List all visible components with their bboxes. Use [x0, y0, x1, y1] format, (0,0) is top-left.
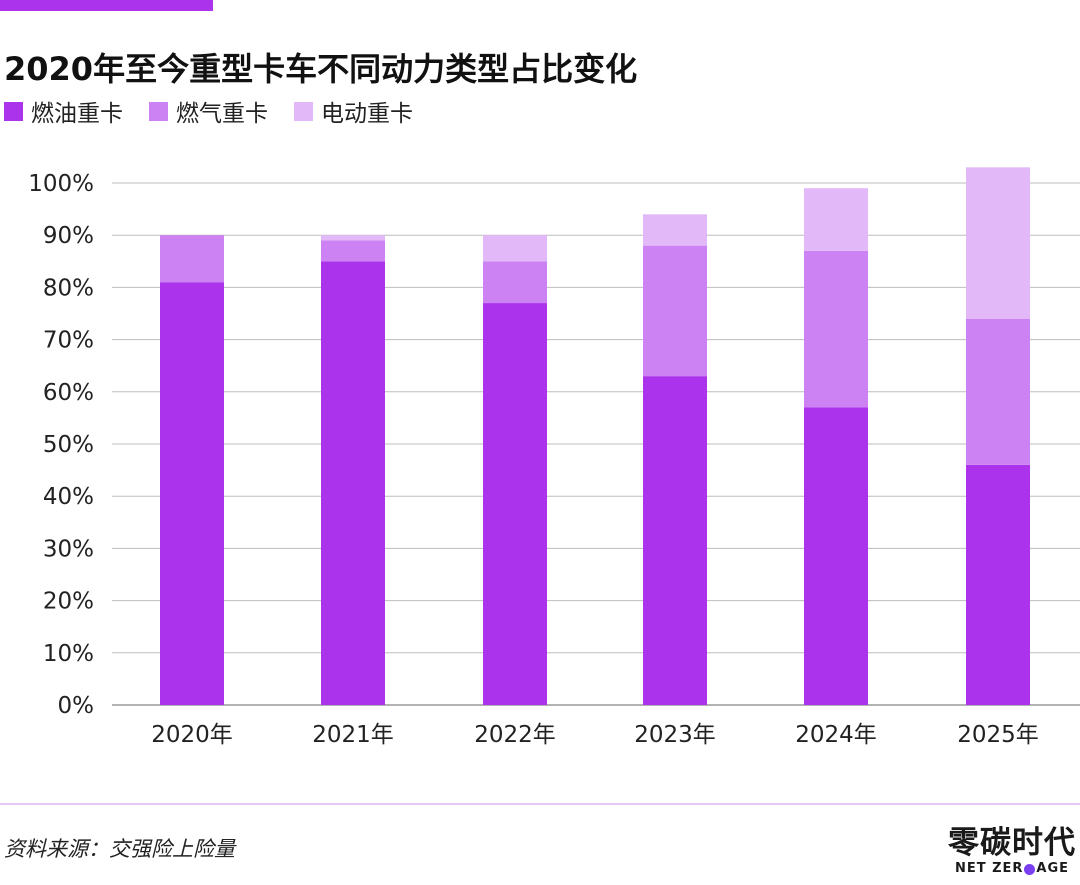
y-tick-label: 60%: [43, 380, 94, 406]
bar-segment-electric: [321, 235, 385, 241]
legend-swatch-gas: [149, 101, 168, 121]
bar-segment-gas: [966, 318, 1030, 465]
x-tick-label: 2024年: [795, 722, 877, 748]
accent-bar: [0, 0, 213, 11]
legend-label-fuel: 燃油重卡: [31, 101, 123, 127]
y-tick-label: 40%: [43, 484, 94, 510]
x-tick-label: 2020年: [151, 722, 233, 748]
y-tick-label: 90%: [43, 223, 94, 249]
source-note: 资料来源：交强险上险量: [4, 837, 235, 861]
legend-swatch-electric: [294, 101, 313, 121]
x-tick-label: 2021年: [312, 722, 394, 748]
chart-title: 2020年至今重型卡车不同动力类型占比变化: [4, 50, 638, 88]
bar-segment-electric: [483, 235, 547, 262]
logo-english-right: AGE: [1036, 861, 1070, 876]
bar-segment-gas: [643, 245, 707, 377]
bar-segment-gas: [160, 235, 224, 283]
bar-segment-fuel: [483, 303, 547, 705]
y-tick-label: 80%: [43, 275, 94, 301]
legend-label-electric: 电动重卡: [321, 101, 413, 127]
bar-segment-fuel: [804, 407, 868, 705]
legend-label-gas: 燃气重卡: [176, 101, 268, 127]
y-tick-label: 0%: [58, 693, 95, 719]
bar-segment-electric: [804, 188, 868, 251]
bar-segment-fuel: [643, 376, 707, 705]
legend-item-fuel: 燃油重卡: [4, 94, 123, 128]
x-tick-label: 2025年: [957, 722, 1039, 748]
legend: 燃油重卡 燃气重卡 电动重卡: [4, 94, 439, 128]
footer-divider: [0, 803, 1080, 805]
y-tick-label: 10%: [43, 641, 94, 667]
bar-segment-electric: [966, 167, 1030, 319]
bar-segment-fuel: [160, 282, 224, 705]
y-tick-label: 100%: [28, 171, 94, 197]
bar-segment-gas: [804, 250, 868, 408]
bar-segment-electric: [643, 214, 707, 246]
logo-english-left: NET ZER: [954, 861, 1024, 876]
logo-dot-icon: [1024, 863, 1036, 875]
y-tick-label: 20%: [43, 589, 94, 615]
stacked-bar-chart: 0% 10% 20% 30% 40% 50% 60% 70% 80% 90% 100% 2020年 20…: [28, 167, 1080, 748]
bar-segment-fuel: [966, 464, 1030, 705]
x-tick-label: 2023年: [634, 722, 716, 748]
bar-segment-gas: [483, 261, 547, 304]
y-tick-label: 30%: [43, 536, 94, 562]
y-tick-label: 70%: [43, 328, 94, 354]
x-tick-label: 2022年: [474, 722, 556, 748]
legend-item-gas: 燃气重卡: [149, 94, 268, 128]
bar-segment-gas: [321, 240, 385, 262]
logo-english: NET ZER AGE: [948, 860, 1076, 878]
legend-swatch-fuel: [4, 101, 23, 121]
logo-chinese: 零碳时代: [948, 825, 1076, 861]
legend-item-electric: 电动重卡: [294, 94, 413, 128]
brand-logo: 零碳时代 NET ZER AGE: [948, 826, 1076, 878]
bar-segment-fuel: [321, 261, 385, 705]
y-tick-label: 50%: [43, 432, 94, 458]
